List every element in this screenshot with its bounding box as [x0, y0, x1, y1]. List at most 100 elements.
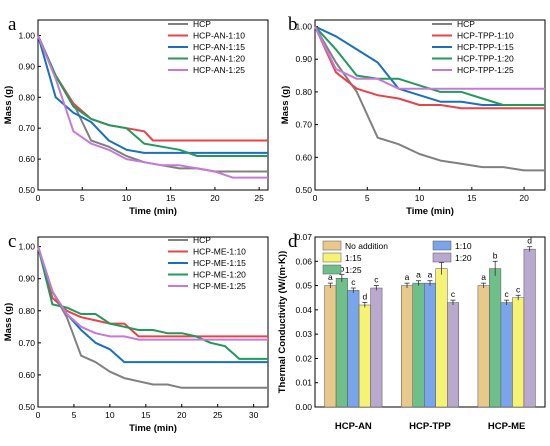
x-tick-label: 25: [213, 410, 223, 420]
legend-label: HCP-ME-1:25: [193, 281, 246, 291]
y-tick-label: 0.70: [18, 338, 35, 348]
significance-letter: d: [362, 292, 367, 302]
significance-letter: c: [505, 289, 510, 299]
category-label: HCP-TPP: [409, 421, 451, 432]
y-tick-label: 0.00: [295, 402, 312, 412]
series-line-hcp-an-1-25: [37, 35, 268, 179]
bar: [401, 285, 413, 408]
panel-b-letter: b: [288, 14, 298, 35]
x-axis-title: Time (min): [406, 206, 454, 217]
bar: [424, 282, 436, 408]
panel-d-letter: d: [288, 231, 298, 252]
legend-label: 1:20: [455, 253, 472, 263]
x-tick-label: 20: [177, 410, 187, 420]
legend-swatch: [432, 252, 452, 263]
y-axis-title: Mass (g): [280, 86, 291, 125]
series-line-hcp: [37, 246, 268, 389]
legend-label: HCP: [457, 19, 475, 29]
category-label: HCP-AN: [335, 421, 372, 432]
y-tick-label: 0.80: [18, 306, 35, 316]
y-tick-label: 0.07: [295, 232, 312, 242]
panel-c-letter: c: [8, 231, 16, 252]
y-tick-label: 0.90: [18, 274, 35, 284]
y-tick-label: 0.90: [295, 54, 312, 64]
legend-label: HCP-ME-1:10: [193, 247, 246, 257]
legend-label: HCP-TPP-1:10: [457, 31, 514, 41]
x-tick-label: 0: [36, 193, 41, 203]
legend-label: HCP: [193, 19, 211, 29]
x-tick-label: 15: [166, 193, 176, 203]
y-tick-label: 0.60: [18, 370, 35, 380]
x-tick-label: 10: [122, 193, 132, 203]
significance-letter: a: [416, 270, 421, 280]
x-tick-label: 15: [141, 410, 151, 420]
x-tick-label: 15: [467, 193, 477, 203]
x-tick-label: 5: [365, 193, 370, 203]
significance-letter: c: [451, 289, 456, 299]
y-tick-label: 0.50: [295, 185, 312, 195]
x-axis-title: Time (min): [129, 206, 177, 217]
bar: [412, 282, 425, 408]
bar: [489, 268, 502, 408]
legend-label: HCP: [193, 235, 211, 245]
x-tick-label: 10: [105, 410, 115, 420]
bar: [335, 278, 348, 408]
legend-swatch: [322, 240, 342, 251]
legend-label: 1:25: [345, 265, 362, 275]
significance-letter: d: [527, 236, 532, 246]
legend-label: HCP-ME-1:20: [193, 270, 246, 280]
legend-label: HCP-TPP-1:15: [457, 42, 514, 52]
y-tick-label: 0.70: [295, 120, 312, 130]
panel-a-letter: a: [8, 14, 17, 35]
bar: [435, 268, 448, 408]
y-tick-label: 0.80: [295, 87, 312, 97]
y-tick-label: 1.00: [18, 30, 35, 40]
x-tick-label: 0: [36, 410, 41, 420]
x-tick-label: 30: [249, 410, 259, 420]
legend-swatch: [322, 264, 342, 275]
legend-label: HCP-ME-1:15: [193, 258, 246, 268]
significance-letter: a: [428, 270, 433, 280]
significance-letter: a: [328, 272, 333, 282]
y-tick-label: 0.03: [295, 329, 312, 339]
panel-a-frame: [37, 19, 269, 191]
legend-label: 1:10: [455, 241, 472, 251]
legend-label: No addition: [345, 241, 388, 251]
legend-label: HCP-TPP-1:20: [457, 54, 514, 64]
legend-swatch: [432, 240, 452, 251]
y-tick-label: 0.90: [18, 61, 35, 71]
legend-label: HCP-AN-1:15: [193, 42, 245, 52]
x-tick-label: 25: [254, 193, 264, 203]
y-tick-label: 0.04: [295, 305, 312, 315]
bar: [358, 304, 371, 408]
bar: [500, 302, 513, 408]
x-tick-label: 20: [519, 193, 529, 203]
legend-label: 1:15: [345, 253, 362, 263]
significance-letter: a: [405, 272, 410, 282]
x-axis-title: Time (min): [129, 423, 177, 434]
legend-label: HCP-TPP-1:25: [457, 65, 514, 75]
legend-label: HCP-AN-1:20: [193, 54, 245, 64]
y-tick-label: 0.06: [295, 256, 312, 266]
significance-letter: b: [339, 264, 344, 274]
x-tick-label: 20: [210, 193, 220, 203]
bar: [447, 302, 459, 408]
x-tick-label: 5: [80, 193, 85, 203]
bar: [512, 297, 525, 408]
significance-letter: c: [351, 277, 356, 287]
x-tick-label: 0: [313, 193, 318, 203]
y-axis-title: Mass (g): [3, 86, 14, 125]
y-tick-label: 0.05: [295, 281, 312, 291]
bar: [347, 290, 360, 408]
significance-letter: a: [481, 272, 486, 282]
series-line-hcp-an-1-20: [37, 35, 268, 157]
x-tick-label: 5: [72, 410, 77, 420]
bar: [324, 285, 337, 408]
y-tick-label: 0.50: [18, 185, 35, 195]
y-axis-title: Mass (g): [3, 303, 14, 342]
legend-label: HCP-AN-1:25: [193, 65, 245, 75]
y-axis-title: Thermal Conductivity (W/(m·K)): [277, 251, 288, 394]
y-tick-label: 0.50: [18, 402, 35, 412]
significance-letter: c: [516, 284, 521, 294]
